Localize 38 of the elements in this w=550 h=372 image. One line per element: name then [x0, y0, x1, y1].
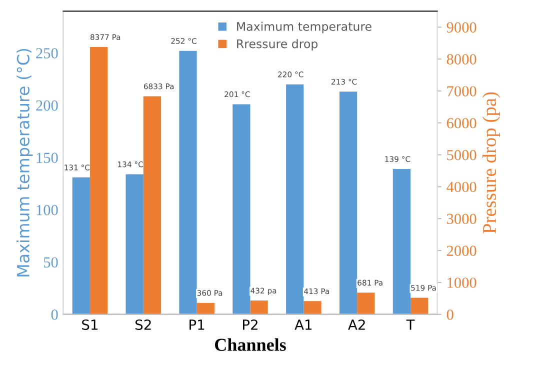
bar — [410, 298, 428, 314]
y-tick-label: 50 — [44, 257, 58, 268]
x-tick-label: T — [406, 320, 415, 330]
y-tick-label: 100 — [36, 204, 58, 216]
y-tick-label: 200 — [36, 100, 58, 111]
x-tick-label: S1 — [82, 319, 98, 330]
x-axis-title: Channels — [215, 338, 286, 351]
bar — [392, 169, 411, 314]
x-tick-label: A2 — [348, 319, 365, 330]
x-tick-label: P1 — [190, 320, 204, 330]
bar — [357, 292, 375, 314]
y2-tick-label: 8000 — [446, 54, 476, 64]
bar — [196, 302, 214, 314]
x-tick-label: P2 — [243, 319, 258, 330]
y2-tick-label: 9000 — [446, 22, 476, 33]
y-tick-label: 250 — [36, 48, 58, 58]
x-tick-label: S2 — [135, 319, 151, 330]
legend-label: Maximum temperature — [237, 22, 372, 34]
y2-tick-label: 3000 — [447, 214, 476, 224]
y2-tick-label: 6000 — [446, 118, 476, 128]
y2-tick-label: 0 — [446, 309, 454, 320]
bar — [304, 301, 322, 314]
y2-tick-label: 1000 — [448, 278, 476, 288]
y-tick-label: 0 — [51, 309, 58, 320]
bar — [286, 84, 304, 314]
y-axis-title: Maximum temperature (°C) — [16, 48, 33, 276]
y2-tick-label: 4000 — [446, 182, 476, 192]
y2-tick-label: 2000 — [446, 246, 476, 256]
y-tick-label: 150 — [36, 152, 58, 163]
bar — [250, 300, 268, 314]
y2-tick-label: 5000 — [447, 150, 476, 160]
bar — [232, 104, 250, 314]
y2-tick-label: 7000 — [447, 86, 476, 96]
legend-label: Rressure drop — [237, 39, 318, 51]
y2-axis-title: Pressure drop (pa) — [482, 92, 500, 234]
x-tick-label: A1 — [294, 320, 312, 330]
bar — [179, 50, 197, 314]
bar — [339, 92, 358, 314]
